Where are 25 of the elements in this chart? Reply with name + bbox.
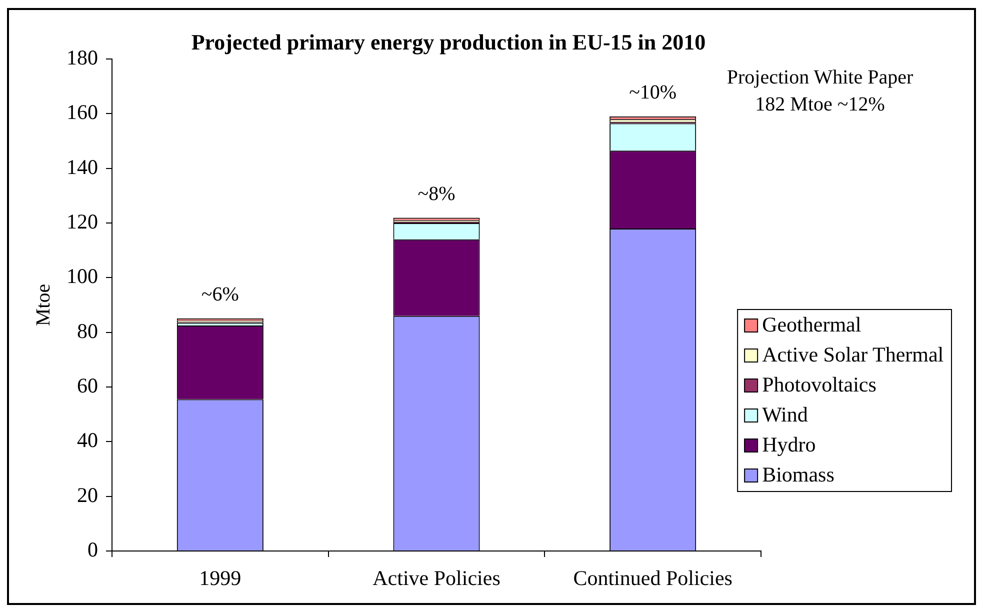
- y-tick-label: 80: [77, 318, 98, 343]
- y-tick-label: 0: [88, 538, 98, 562]
- legend-label: Geothermal: [762, 312, 862, 337]
- y-tick-label: 60: [77, 374, 98, 398]
- y-axis-title: Mtoe: [32, 284, 54, 326]
- legend-label: Active Solar Thermal: [762, 342, 944, 367]
- legend-label: Hydro: [762, 432, 816, 457]
- y-tick-label: 40: [77, 428, 98, 452]
- y-tick-label: 20: [77, 482, 98, 507]
- annotation: Projection White Paper 182 Mtoe ~12%: [726, 66, 914, 116]
- y-tick-label: 180: [66, 46, 98, 70]
- x-tick-label: 1999: [199, 566, 242, 590]
- legend-label: Photovoltaics: [762, 372, 876, 397]
- annotation: ~10%: [629, 82, 677, 104]
- legend-label: Wind: [762, 402, 808, 427]
- chart-title: Projected primary energy production in EU-15 in 2010: [191, 30, 706, 55]
- y-tick-label: 160: [66, 100, 98, 124]
- annotation: ~6%: [201, 284, 239, 306]
- y-tick-label: 100: [66, 264, 98, 288]
- legend-label: Biomass: [762, 462, 834, 487]
- y-tick-label: 120: [66, 210, 98, 234]
- x-tick-label: Active Policies: [372, 566, 500, 590]
- y-tick-label: 140: [66, 154, 98, 179]
- annotation: ~8%: [418, 183, 456, 206]
- x-tick-label: Continued Policies: [573, 566, 732, 590]
